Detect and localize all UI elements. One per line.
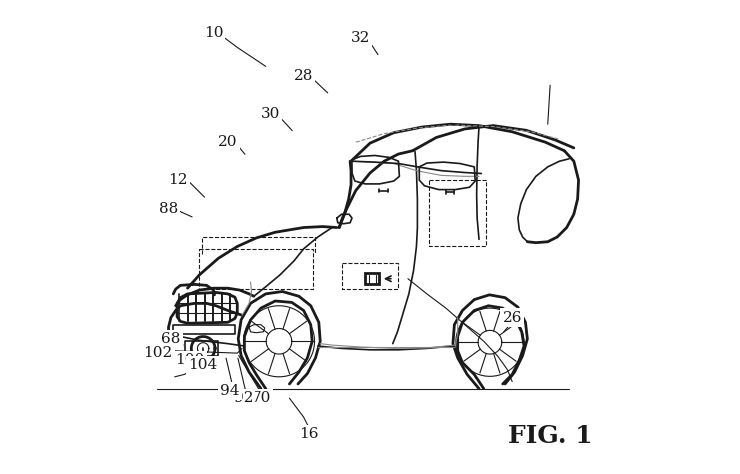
Text: 92: 92 bbox=[234, 391, 253, 405]
Text: FIG. 1: FIG. 1 bbox=[508, 424, 593, 448]
Text: 28: 28 bbox=[294, 69, 313, 83]
Text: 70: 70 bbox=[252, 391, 271, 405]
Bar bbox=[366, 273, 380, 284]
Text: 16: 16 bbox=[299, 427, 318, 441]
Text: 32: 32 bbox=[351, 31, 370, 45]
Text: 26: 26 bbox=[502, 310, 522, 325]
Text: 68: 68 bbox=[161, 332, 181, 346]
Text: 104: 104 bbox=[189, 358, 218, 372]
Text: 12: 12 bbox=[168, 173, 188, 187]
Text: 30: 30 bbox=[260, 107, 280, 121]
Text: 20: 20 bbox=[218, 135, 238, 149]
Text: 100: 100 bbox=[175, 353, 204, 367]
Text: 94: 94 bbox=[221, 384, 240, 398]
Text: 102: 102 bbox=[144, 346, 172, 360]
Text: 88: 88 bbox=[159, 201, 178, 216]
Text: 10: 10 bbox=[204, 26, 223, 40]
